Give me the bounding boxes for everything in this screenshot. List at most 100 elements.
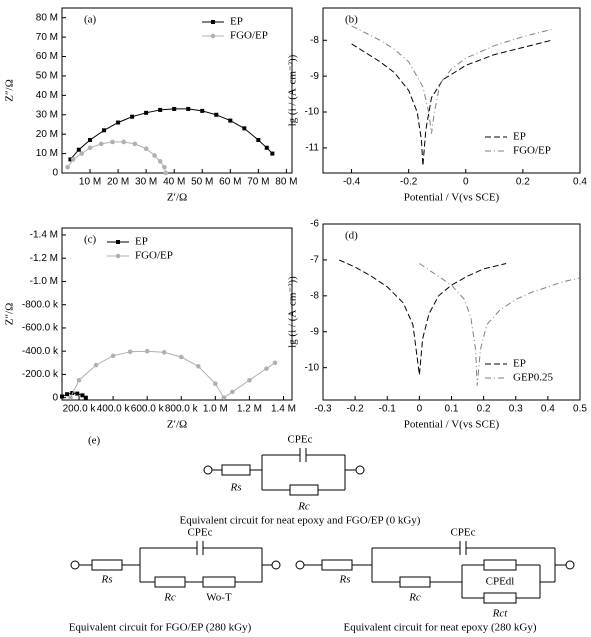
marker — [121, 139, 127, 145]
x-tick-label: 1.0 M — [203, 404, 228, 415]
marker — [210, 33, 216, 39]
y-tick-label: -11 — [305, 143, 319, 154]
y-axis-title: lg (i / (A·cm⁻²)) — [287, 276, 299, 348]
y-tick-label: 40 M — [36, 90, 58, 101]
x-axis-title: Potential / V(vs SCE) — [404, 419, 500, 431]
x-tick-label: -0.2 — [400, 177, 418, 188]
x-tick-label: -0.3 — [314, 404, 332, 415]
resistor — [154, 576, 186, 588]
marker — [68, 157, 73, 162]
y-tick-label: -8 — [310, 290, 319, 301]
resistor-label: Rs — [230, 482, 242, 494]
y-tick-label: 0 — [52, 392, 58, 403]
x-tick-label: 0.3 — [509, 404, 523, 415]
terminal — [295, 560, 305, 570]
x-tick-label: 1.4 M — [271, 404, 296, 415]
marker — [144, 110, 149, 115]
legend-label: FGO/EP — [230, 30, 268, 42]
x-tick-label: 0.4 — [573, 177, 587, 188]
legend-label: EP — [135, 236, 148, 248]
marker — [93, 362, 99, 368]
x-tick-label: 50 M — [191, 177, 213, 188]
panel-label: (c) — [84, 234, 97, 246]
cpe-element — [483, 559, 517, 571]
marker — [152, 153, 157, 158]
terminal — [271, 560, 281, 570]
marker — [221, 395, 227, 400]
x-tick-label: 0.5 — [573, 404, 587, 415]
y-tick-label: 10 M — [36, 148, 58, 159]
marker — [178, 354, 184, 360]
cpe-label: CPEc — [450, 527, 475, 539]
resistor — [399, 576, 431, 588]
y-tick-label: -9 — [310, 326, 319, 337]
y-tick-label: 30 M — [36, 109, 58, 120]
cpe-label: CPEc — [187, 527, 212, 539]
x-tick-label: 200.0 k — [63, 404, 97, 415]
marker — [211, 20, 215, 24]
y-tick-label: -200.0 k — [22, 369, 59, 380]
circuits — [70, 448, 575, 604]
marker — [116, 120, 121, 125]
x-tick-label: 40 M — [163, 177, 185, 188]
x-tick-label: 20 M — [107, 177, 129, 188]
legend-label: EP — [513, 358, 526, 370]
x-tick-label: 400.0 k — [97, 404, 131, 415]
y-tick-label: -1.0 M — [30, 276, 58, 287]
y-tick-label: 70 M — [36, 32, 58, 43]
marker — [144, 348, 150, 354]
marker — [132, 141, 138, 147]
resistor-label: Rct — [492, 608, 509, 620]
resistor-label: Rs — [339, 574, 351, 586]
x-tick-label: 0.2 — [477, 404, 491, 415]
y-tick-label: -8 — [310, 35, 319, 46]
marker — [247, 377, 252, 383]
y-tick-label: -600.0 k — [22, 323, 59, 334]
terminal — [203, 465, 213, 475]
marker — [143, 146, 149, 152]
x-tick-label: 0 — [417, 404, 423, 415]
marker — [157, 159, 163, 164]
chart: -0.3 -0.2 -0.1 0 0.1 0.2 0.3 0.4 0.5 -6 -7 -8 -9 -10 P… — [287, 219, 588, 431]
series-line — [351, 39, 552, 166]
y-tick-label: 20 M — [36, 129, 58, 140]
y-axis-title: Z″/Ω — [4, 79, 16, 102]
x-tick-label: -0.4 — [343, 177, 361, 188]
chart: -0.4 -0.2 0 0.2 0.4 -8 -9 -10 -11 Potential / V(v… — [287, 7, 587, 204]
resistor-label: Rc — [408, 592, 421, 604]
x-tick-label: 70 M — [247, 177, 269, 188]
marker — [264, 145, 269, 150]
resistor — [483, 592, 517, 604]
marker — [83, 395, 88, 400]
x-tick-label: 800.0 k — [165, 404, 199, 415]
x-tick-label: 1.2 M — [237, 404, 262, 415]
legend-label: GEP0.25 — [513, 372, 554, 384]
marker — [98, 141, 104, 147]
y-tick-label: -10 — [305, 107, 320, 118]
marker — [79, 151, 84, 156]
y-tick-label: 0 — [52, 168, 58, 179]
y-tick-label: 60 M — [36, 51, 58, 62]
x-tick-label: -0.1 — [379, 404, 397, 415]
x-tick-label: 0.2 — [516, 177, 530, 188]
resistor — [91, 559, 123, 571]
legend-label: EP — [513, 131, 526, 143]
y-axis-title: Z″/Ω — [4, 303, 16, 326]
marker — [76, 377, 82, 383]
series-line — [351, 25, 552, 134]
marker — [68, 395, 73, 400]
marker — [60, 394, 64, 399]
x-tick-label: 80 M — [275, 177, 297, 188]
marker — [161, 350, 167, 355]
chart: 10 M 20 M 30 M 40 M 50 M 60 M 70 M 80 M 0 10 M 20 … — [4, 7, 298, 204]
marker — [256, 138, 261, 142]
series-line — [70, 108, 273, 160]
marker — [115, 253, 121, 259]
resistor — [221, 464, 251, 476]
cpe-label: CPEdl — [486, 576, 515, 588]
marker — [76, 147, 81, 152]
x-axis-title: Potential / V(vs SCE) — [404, 192, 500, 204]
marker — [242, 126, 247, 131]
caption: Equivalent circuit for neat epoxy and FG… — [180, 515, 421, 527]
y-tick-label: -9 — [310, 71, 319, 82]
